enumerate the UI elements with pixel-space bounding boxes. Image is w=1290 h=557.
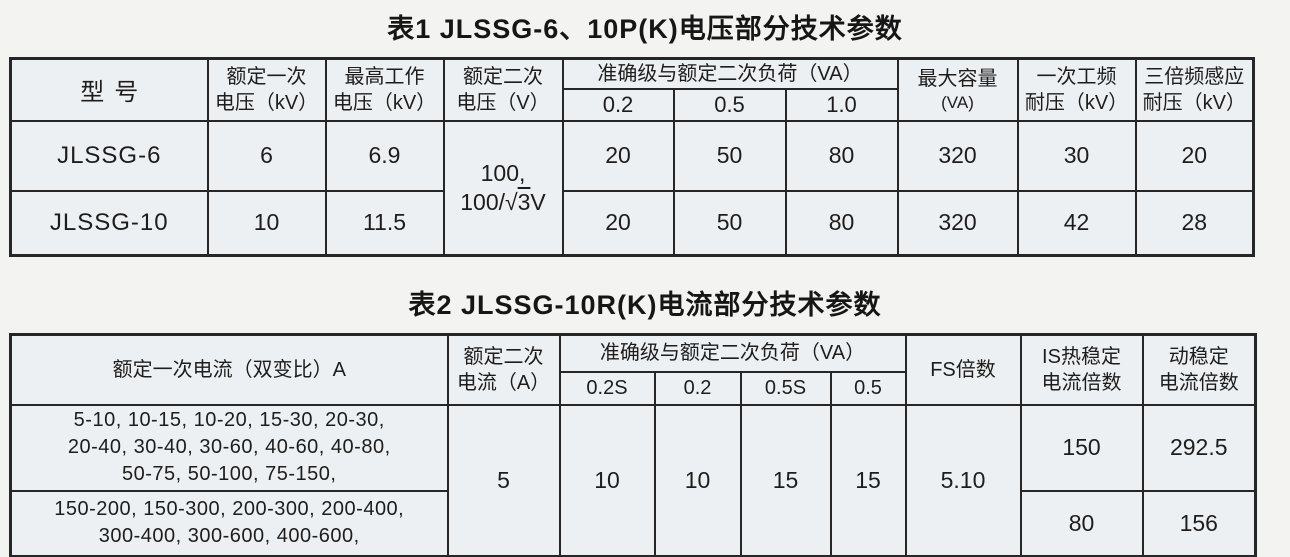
table2-title: 表2 JLSSG-10R(K)电流部分技术参数 (408, 290, 882, 320)
accuracy-class-1-0: 1.0 (784, 87, 899, 122)
secondary-voltage-merged-cell: 100, 100/√3V (442, 119, 564, 257)
col-header-power-freq-withstand: 一次工频 耐压（kV） (1016, 57, 1137, 122)
primary-current-ranges-cell: 5-10, 10-15, 10-20, 15-30, 20-30, 20-40,… (9, 403, 449, 492)
accuracy-class-0-5: 0.5 (672, 87, 787, 122)
thermal-stability-cell: 80 (1019, 489, 1144, 557)
primary-current-ranges-cell: 150-200, 150-300, 200-300, 200-400, 300-… (9, 489, 449, 557)
model-cell: JLSSG-10 (9, 189, 209, 257)
secondary-current-merged-cell: 5 (446, 403, 561, 557)
model-cell: JLSSG-6 (9, 119, 209, 192)
table2-header-row-top: 额定一次电流（双变比）A 额定二次 电流（A） 准确级与额定二次负荷（VA） F… (9, 333, 1257, 406)
rated-primary-cell: 10 (206, 189, 327, 257)
thermal-stability-cell: 150 (1019, 403, 1144, 492)
accuracy-class-0-5: 0.5 (829, 370, 907, 406)
pf-withstand-cell: 30 (1016, 119, 1137, 192)
load-0-5s-merged-cell: 15 (739, 403, 832, 557)
max-capacity-cell: 320 (896, 189, 1019, 257)
accuracy-class-0-2s: 0.2S (558, 370, 656, 406)
load-0-2-cell: 20 (561, 189, 675, 257)
table-row-low-range: 5-10, 10-15, 10-20, 15-30, 20-30, 20-40,… (9, 403, 1257, 557)
table1-header-row-classes: 0.2 0.5 1.0 (11, 87, 1254, 122)
col-header-secondary-current: 额定二次 电流（A） (446, 333, 561, 406)
table1-header-row-top: 型号 额定一次 电压（kV） 最高工作 电压（kV） 额定二次 电压（V） 准确… (9, 57, 1255, 122)
col-header-accuracy-load-group: 准确级与额定二次负荷（VA） (561, 57, 899, 90)
load-0-2-cell: 20 (561, 119, 675, 192)
current-parameters-table: 额定一次电流（双变比）A 额定二次 电流（A） 准确级与额定二次负荷（VA） F… (9, 333, 1257, 557)
load-0-2s-merged-cell: 10 (558, 403, 656, 557)
col-header-primary-current: 额定一次电流（双变比）A (9, 333, 449, 406)
dynamic-stability-cell: 156 (1141, 489, 1257, 557)
max-working-cell: 11.5 (324, 189, 445, 257)
rated-primary-cell: 6 (206, 119, 327, 192)
load-1-0-cell: 80 (784, 119, 899, 192)
col-header-accuracy-load-group: 准确级与额定二次负荷（VA） (558, 333, 907, 373)
max-working-cell: 6.9 (324, 119, 445, 192)
dynamic-stability-cell: 292.5 (1141, 403, 1257, 492)
table1-title: 表1 JLSSG-6、10P(K)电压部分技术参数 (387, 14, 903, 44)
load-0-5-merged-cell: 15 (829, 403, 907, 557)
col-header-dynamic-stability: 动稳定 电流倍数 (1141, 333, 1257, 406)
col-header-model: 型号 (9, 57, 209, 122)
accuracy-class-0-2: 0.2 (653, 370, 742, 406)
table-row-jlssg-6: JLSSG-6 6 6.9 100, 100/√3V 20 50 80 320 … (9, 119, 1255, 257)
col-header-thermal-stability: IS热稳定 电流倍数 (1019, 333, 1144, 406)
voltage-parameters-table: 型号 额定一次 电压（kV） 最高工作 电压（kV） 额定二次 电压（V） 准确… (9, 57, 1255, 257)
tf-withstand-cell: 20 (1134, 119, 1255, 192)
table-row-high-range: 150-200, 150-300, 200-300, 200-400, 300-… (9, 489, 1257, 557)
accuracy-class-0-2: 0.2 (561, 87, 675, 122)
tf-withstand-cell: 28 (1134, 189, 1255, 257)
col-header-fs-factor: FS倍数 (904, 333, 1022, 406)
col-header-max-working-voltage: 最高工作 电压（kV） (324, 57, 445, 122)
load-0-2-merged-cell: 10 (653, 403, 742, 557)
col-header-max-capacity: 最大容量 (VA) (896, 57, 1019, 122)
fs-factor-merged-cell: 5.10 (904, 403, 1022, 557)
accuracy-class-0-5s: 0.5S (739, 370, 832, 406)
max-capacity-cell: 320 (896, 119, 1019, 192)
load-1-0-cell: 80 (784, 189, 899, 257)
table2-header-row-classes: 0.2S 0.2 0.5S 0.5 (11, 370, 1256, 406)
table-row-jlssg-10: JLSSG-10 10 11.5 20 50 80 320 42 28 (9, 189, 1255, 257)
col-header-rated-secondary-voltage: 额定二次 电压（V） (442, 57, 564, 122)
col-header-rated-primary-voltage: 额定一次 电压（kV） (206, 57, 327, 122)
pf-withstand-cell: 42 (1016, 189, 1137, 257)
load-0-5-cell: 50 (672, 189, 787, 257)
col-header-triple-freq-withstand: 三倍频感应 耐压（kV） (1134, 57, 1255, 122)
load-0-5-cell: 50 (672, 119, 787, 192)
